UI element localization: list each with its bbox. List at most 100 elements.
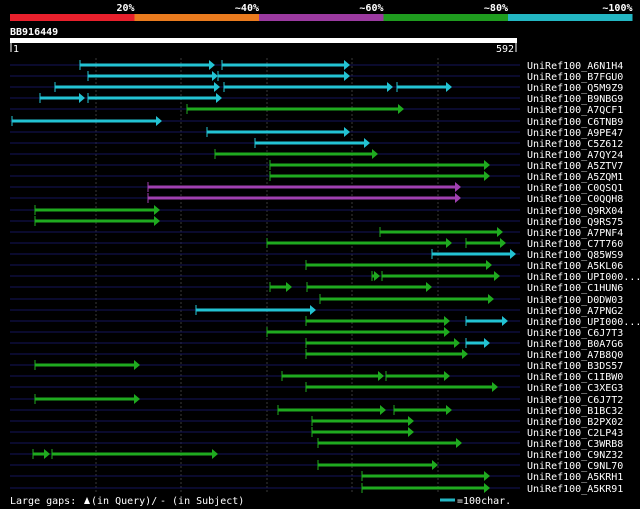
hit-row[interactable]: UniRef100_B2PX02 [10, 416, 623, 428]
hit-row[interactable]: UniRef100_C0QQH8 [10, 193, 623, 205]
hit-label[interactable]: UniRef100_C1HUN6 [527, 283, 623, 294]
hit-row[interactable]: UniRef100_A5KL06 [10, 260, 623, 272]
hit-segment-arrow [426, 282, 432, 292]
hit-label[interactable]: UniRef100_B3DS57 [527, 361, 623, 372]
hit-row[interactable]: UniRef100_Q9RS75 [10, 216, 623, 228]
hit-row[interactable]: UniRef100_A5KR91 [10, 483, 623, 495]
subject-gap-label: - (in Subject) [160, 496, 244, 507]
hit-label[interactable]: UniRef100_A7PNF4 [527, 228, 623, 239]
hit-row[interactable]: UniRef100_C7T760 [10, 238, 623, 250]
hit-label[interactable]: UniRef100_A5KL06 [527, 261, 623, 272]
hit-label[interactable]: UniRef100_A6N1H4 [527, 61, 623, 72]
hit-label[interactable]: UniRef100_C0QQH8 [527, 194, 623, 205]
hit-label[interactable]: UniRef100_UPI000... [527, 317, 640, 328]
hit-label[interactable]: UniRef100_Q85WS9 [527, 250, 623, 261]
hit-label[interactable]: UniRef100_C3XEG3 [527, 383, 623, 394]
hit-label[interactable]: UniRef100_A7B8Q0 [527, 350, 623, 361]
hit-row[interactable]: UniRef100_C5Z612 [10, 138, 623, 150]
hit-row[interactable]: UniRef100_B7FGU0 [10, 71, 623, 83]
hit-row[interactable]: UniRef100_A5ZQM1 [10, 171, 623, 183]
hit-label[interactable]: UniRef100_D0DW03 [527, 295, 623, 306]
hit-label[interactable]: UniRef100_A5KR91 [527, 484, 623, 495]
hit-segment-arrow [455, 182, 461, 192]
hit-row[interactable]: UniRef100_B1BC32 [10, 405, 623, 417]
hit-label[interactable]: UniRef100_A9PE47 [527, 128, 623, 139]
hit-row[interactable]: UniRef100_B0A7G6 [10, 338, 623, 350]
hit-row[interactable]: UniRef100_C6J7T3 [10, 327, 623, 339]
hit-row[interactable]: UniRef100_C6TNB9 [10, 116, 623, 128]
hit-row[interactable]: UniRef100_A7PNG2 [10, 305, 623, 317]
hit-row[interactable]: UniRef100_D0DW03 [10, 294, 623, 306]
hit-label[interactable]: UniRef100_A5ZQM1 [527, 172, 623, 183]
hit-segment-arrow [286, 282, 292, 292]
hit-segment-arrow [454, 338, 460, 348]
hit-label[interactable]: UniRef100_C6TNB9 [527, 117, 623, 128]
hit-segment-arrow [432, 460, 438, 470]
hit-label[interactable]: UniRef100_B7FGU0 [527, 72, 623, 83]
hit-label[interactable]: UniRef100_B0A7G6 [527, 339, 623, 350]
hit-label[interactable]: UniRef100_A5ZTV7 [527, 161, 623, 172]
hit-segment-arrow [212, 449, 218, 459]
large-gaps-label: Large gaps: [10, 496, 76, 507]
hit-label[interactable]: UniRef100_B9NBG9 [527, 94, 623, 105]
hit-row[interactable]: UniRef100_A7B8Q0 [10, 349, 623, 361]
hit-row[interactable]: UniRef100_A5ZTV7 [10, 160, 623, 172]
hit-label[interactable]: UniRef100_B1BC32 [527, 406, 623, 417]
hit-label[interactable]: UniRef100_C7T760 [527, 239, 623, 250]
hit-label[interactable]: UniRef100_C2LP43 [527, 428, 623, 439]
hit-label[interactable]: UniRef100_C0QSQ1 [527, 183, 623, 194]
hit-row[interactable]: UniRef100_A7QCF1 [10, 104, 623, 116]
hit-label[interactable]: UniRef100_A5KRH1 [527, 472, 623, 483]
hit-label[interactable]: UniRef100_C1IBW0 [527, 372, 623, 383]
query-end-label: 592 [496, 44, 514, 55]
hit-row[interactable]: UniRef100_Q5M9Z9 [10, 82, 623, 94]
hit-label[interactable]: UniRef100_Q5M9Z9 [527, 83, 623, 94]
hit-label[interactable]: UniRef100_Q9RS75 [527, 217, 623, 228]
hit-row[interactable]: UniRef100_A5KRH1 [10, 471, 623, 483]
hit-row[interactable]: UniRef100_C2LP43 [10, 427, 623, 439]
hit-segment-arrow [488, 294, 494, 304]
hit-row[interactable]: UniRef100_A7PNF4 [10, 227, 623, 239]
hit-row[interactable]: UniRef100_B9NBG9 [10, 93, 623, 105]
hit-row[interactable]: UniRef100_C9NL70 [10, 460, 623, 472]
hit-row[interactable]: UniRef100_C0QSQ1 [10, 182, 623, 194]
hit-row[interactable]: UniRef100_UPI000... [10, 271, 640, 283]
hit-segment-arrow [44, 449, 50, 459]
hit-row[interactable]: UniRef100_B3DS57 [10, 360, 623, 372]
hit-label[interactable]: UniRef100_A7QCF1 [527, 105, 623, 116]
hit-row[interactable]: UniRef100_C1HUN6 [10, 282, 623, 294]
hit-row[interactable]: UniRef100_Q85WS9 [10, 249, 623, 261]
hit-label[interactable]: UniRef100_B2PX02 [527, 417, 623, 428]
hit-label[interactable]: UniRef100_Q9RX04 [527, 206, 623, 217]
footer-legend: Large gaps: (in Query)/ - (in Subject) =… [10, 496, 511, 507]
hit-label[interactable]: UniRef100_C6J7T3 [527, 328, 623, 339]
hit-segment-arrow [154, 205, 160, 215]
hit-segment-arrow [492, 382, 498, 392]
hit-segment-arrow [484, 160, 490, 170]
hit-label[interactable]: UniRef100_C9NL70 [527, 461, 623, 472]
hit-segment-arrow [380, 405, 386, 415]
hit-row[interactable]: UniRef100_C1IBW0 [10, 371, 623, 383]
hit-segment-arrow [209, 60, 215, 70]
hit-label[interactable]: UniRef100_UPI000... [527, 272, 640, 283]
hit-label[interactable]: UniRef100_C9NZ32 [527, 450, 623, 461]
hit-segment-arrow [500, 238, 506, 248]
hit-label[interactable]: UniRef100_A7QY24 [527, 150, 623, 161]
hit-segment-arrow [374, 271, 380, 281]
hit-segment-arrow [484, 338, 490, 348]
hit-label[interactable]: UniRef100_A7PNG2 [527, 306, 623, 317]
hit-label[interactable]: UniRef100_C3WRB8 [527, 439, 623, 450]
hit-row[interactable]: UniRef100_UPI000... [10, 316, 640, 328]
hit-segment-arrow [134, 360, 140, 370]
hit-segment-arrow [502, 316, 508, 326]
hit-row[interactable]: UniRef100_C3XEG3 [10, 382, 623, 394]
hit-label[interactable]: UniRef100_C6J7T2 [527, 395, 623, 406]
hit-row[interactable]: UniRef100_Q9RX04 [10, 205, 623, 217]
hit-row[interactable]: UniRef100_C9NZ32 [10, 449, 623, 461]
hit-row[interactable]: UniRef100_A9PE47 [10, 127, 623, 139]
hit-row[interactable]: UniRef100_A6N1H4 [10, 60, 623, 72]
hit-label[interactable]: UniRef100_C5Z612 [527, 139, 623, 150]
hit-row[interactable]: UniRef100_C6J7T2 [10, 394, 623, 406]
hit-row[interactable]: UniRef100_C3WRB8 [10, 438, 623, 450]
hit-row[interactable]: UniRef100_A7QY24 [10, 149, 623, 161]
